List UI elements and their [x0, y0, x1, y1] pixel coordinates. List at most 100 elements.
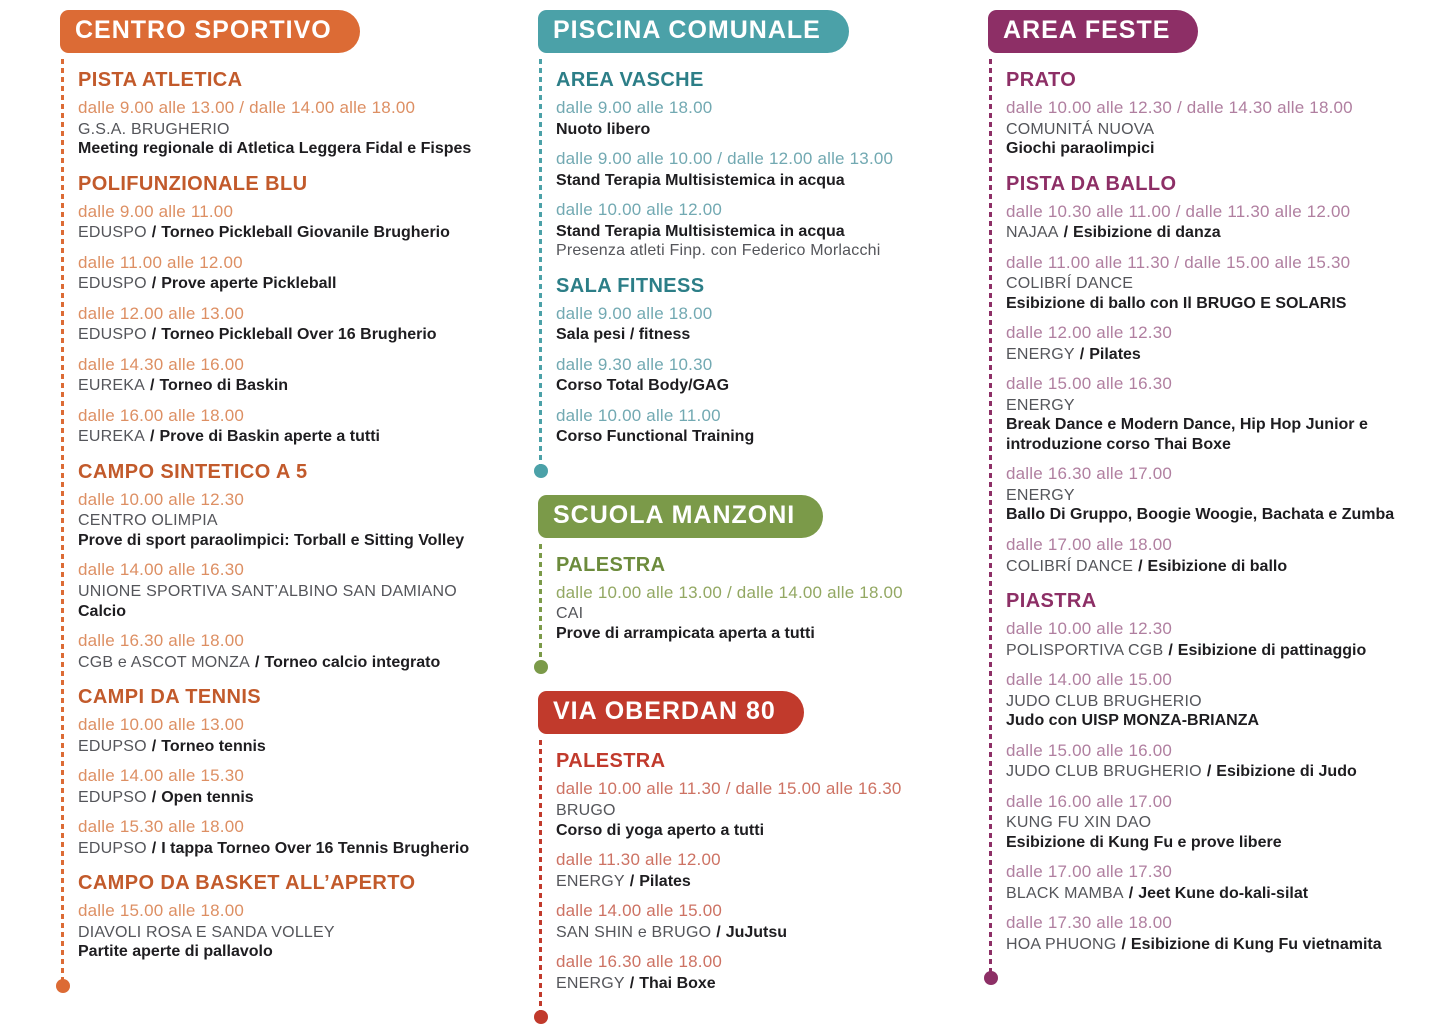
event-org: KUNG FU XIN DAO: [1006, 814, 1152, 832]
event: dalle 17.00 alle 17.30 BLACK MAMBA / Jeet …: [1006, 862, 1453, 903]
event-time: dalle 16.00 alle 18.00: [78, 405, 245, 425]
event-time: dalle 10.00 alle 11.00: [556, 405, 721, 425]
event-desc: Open tennis: [161, 788, 254, 806]
event-org: NAJAA: [1006, 224, 1059, 242]
event: dalle 9.00 alle 18.00 Sala pesi / fitnes…: [556, 304, 962, 345]
venue-heading: SALA FITNESS: [556, 274, 705, 297]
event-desc: Stand Terapia Multisistemica in acqua: [556, 171, 845, 189]
event: dalle 10.00 alle 13.00 / dalle 14.00 all…: [556, 583, 962, 644]
dashed-rail: PALESTRA dalle 10.00 alle 13.00 / dalle …: [533, 543, 962, 675]
event-desc: Torneo tennis: [161, 737, 266, 755]
event-time: dalle 15.00 alle 16.00: [1006, 740, 1173, 760]
event-desc: Ballo Di Gruppo, Boogie Woogie, Bachata …: [1006, 506, 1395, 524]
venue-heading: PISTA DA BALLO: [1006, 172, 1177, 195]
event: dalle 10.00 alle 13.00 EDUPSO / Torneo ten…: [78, 715, 512, 756]
event-desc: Jeet Kune do-kali-silat: [1138, 884, 1309, 902]
event-org: COLIBRÍ DANCE: [1006, 275, 1134, 293]
event: dalle 10.00 alle 12.30 / dalle 14.30 all…: [1006, 98, 1453, 159]
venue-heading: CAMPO DA BASKET ALL’APERTO: [78, 872, 416, 895]
event-desc: Thai Boxe: [639, 974, 716, 992]
event-org: SAN SHIN e BRUGO: [556, 923, 712, 941]
event-time: dalle 10.00 alle 11.30 / dalle 15.00 all…: [556, 779, 902, 799]
event-desc: Calcio: [78, 602, 127, 620]
venue-palestra-manzoni: PALESTRA dalle 10.00 alle 13.00 / dalle …: [556, 554, 962, 644]
event-desc: Corso di yoga aperto a tutti: [556, 821, 765, 839]
event-desc: Torneo di Baskin: [159, 377, 289, 395]
event: dalle 10.00 alle 12.30 CENTRO OLIMPIA Pr…: [78, 490, 512, 551]
event-desc: Break Dance e Modern Dance, Hip Hop Juni…: [1006, 416, 1368, 453]
event: dalle 16.30 alle 17.00 ENERGY Ballo Di G…: [1006, 464, 1453, 525]
event-org: EDUSPO: [78, 224, 147, 242]
event: dalle 17.00 alle 18.00 COLIBRÍ DANCE / Esi…: [1006, 535, 1453, 576]
slash-separator: /: [1168, 641, 1173, 659]
rail-end-dot: [55, 978, 70, 993]
event: dalle 9.00 alle 13.00 / dalle 14.00 alle…: [78, 98, 512, 159]
event: dalle 10.00 alle 11.00 Corso Functional …: [556, 406, 962, 447]
event-desc: Meeting regionale di Atletica Leggera Fi…: [78, 140, 472, 158]
event-org: POLISPORTIVA CGB: [1006, 641, 1164, 659]
event-desc: Prove di Baskin aperte a tutti: [159, 428, 380, 446]
event: dalle 14.00 alle 16.30 UNIONE SPORTIVA S…: [78, 560, 512, 621]
venue-palestra-oberdan: PALESTRA dalle 10.00 alle 11.30 / dalle …: [556, 750, 962, 993]
event-time: dalle 12.00 alle 12.30: [1006, 323, 1173, 343]
event-time: dalle 16.30 alle 17.00: [1006, 464, 1173, 484]
event: dalle 14.30 alle 16.00 EUREKA / Torneo di …: [78, 355, 512, 396]
event-desc: Torneo Pickleball Over 16 Brugherio: [161, 326, 437, 344]
event: dalle 10.30 alle 11.00 / dalle 11.30 all…: [1006, 202, 1453, 243]
column-piscina-scuola-oberdan: PISCINA COMUNALE AREA VASCHE dalle 9.00 …: [533, 10, 962, 1024]
event-desc: Esibizione di Kung Fu vietnamita: [1130, 935, 1382, 953]
event-time: dalle 14.00 alle 15.00: [1006, 670, 1173, 690]
event-desc: Esibizione di Judo: [1216, 763, 1357, 781]
event-time: dalle 10.00 alle 12.30: [78, 489, 245, 509]
event-org: EDUPSO: [78, 737, 147, 755]
event-time: dalle 11.00 alle 11.30 / dalle 15.00 all…: [1006, 252, 1351, 272]
event-time: dalle 12.00 alle 13.00: [78, 303, 245, 323]
slash-separator: /: [150, 377, 155, 395]
slash-separator: /: [151, 839, 157, 857]
event-time: dalle 17.00 alle 18.00: [1006, 534, 1173, 554]
section-badge: CENTRO SPORTIVO: [60, 10, 360, 53]
event-org: HOA PHUONG: [1006, 935, 1117, 953]
event: dalle 14.00 alle 15.00 JUDO CLUB BRUGHER…: [1006, 670, 1453, 731]
event: dalle 16.00 alle 17.00 KUNG FU XIN DAO E…: [1006, 792, 1453, 853]
slash-separator: /: [716, 923, 721, 941]
event-time: dalle 9.00 alle 13.00 / dalle 14.00 alle…: [78, 98, 416, 117]
event: dalle 15.00 alle 16.00 JUDO CLUB BRUGHER…: [1006, 741, 1453, 782]
event: dalle 15.00 alle 16.30 ENERGY Break Danc…: [1006, 374, 1453, 454]
event-time: dalle 9.30 alle 10.30: [556, 354, 713, 374]
event-desc: Nuoto libero: [556, 120, 651, 138]
block-via-oberdan-80: VIA OBERDAN 80 PALESTRA dalle 10.00 alle…: [533, 691, 962, 1024]
venue-prato: PRATO dalle 10.00 alle 12.30 / dalle 14.…: [1006, 69, 1453, 159]
block-centro-sportivo: CENTRO SPORTIVO PISTA ATLETICA dalle 9.0…: [55, 10, 512, 993]
slash-separator: /: [151, 224, 157, 242]
event: dalle 10.00 alle 12.00 Stand Terapia Mul…: [556, 200, 962, 261]
event: dalle 15.00 alle 18.00 DIAVOLI ROSA E SA…: [78, 901, 512, 962]
event: dalle 16.00 alle 18.00 EUREKA / Prove di B…: [78, 406, 512, 447]
venue-campo-sintetico-a-5: CAMPO SINTETICO A 5 dalle 10.00 alle 12.…: [78, 461, 512, 672]
block-scuola-manzoni: SCUOLA MANZONI PALESTRA dalle 10.00 alle…: [533, 494, 962, 675]
dashed-rail: PRATO dalle 10.00 alle 12.30 / dalle 14.…: [983, 59, 1453, 986]
event: dalle 9.00 alle 18.00 Nuoto libero: [556, 98, 962, 139]
event: dalle 11.30 alle 12.00 ENERGY / Pilates: [556, 850, 962, 891]
event-desc: Partite aperte di pallavolo: [78, 943, 273, 961]
event-org: DIAVOLI ROSA E SANDA VOLLEY: [78, 923, 335, 941]
slash-separator: /: [629, 974, 635, 992]
event: dalle 9.00 alle 10.00 / dalle 12.00 alle…: [556, 149, 962, 190]
venue-polifunzionale-blu: POLIFUNZIONALE BLU dalle 9.00 alle 11.00…: [78, 173, 512, 447]
event: dalle 9.00 alle 11.00 EDUSPO / Torneo Pick…: [78, 202, 512, 243]
event-desc: Torneo calcio integrato: [264, 653, 441, 671]
venue-heading: PIASTRA: [1006, 590, 1097, 613]
event-org: EDUPSO: [78, 788, 147, 806]
event: dalle 15.30 alle 18.00 EDUPSO / I tappa To…: [78, 817, 512, 858]
event-time: dalle 10.00 alle 12.30 / dalle 14.30 all…: [1006, 98, 1353, 117]
venue-heading: CAMPI DA TENNIS: [78, 686, 262, 709]
event-desc: Esibizione di danza: [1073, 224, 1221, 242]
event-desc: Corso Total Body/GAG: [556, 377, 730, 395]
event-org: COMUNITÁ NUOVA: [1006, 120, 1155, 138]
slash-separator: /: [1063, 224, 1069, 242]
event: dalle 14.00 alle 15.30 EDUPSO / Open tenni…: [78, 766, 512, 807]
venue-heading: PRATO: [1006, 69, 1077, 91]
event-desc: Esibizione di Kung Fu e prove libere: [1006, 833, 1282, 851]
venue-heading: AREA VASCHE: [556, 69, 704, 91]
